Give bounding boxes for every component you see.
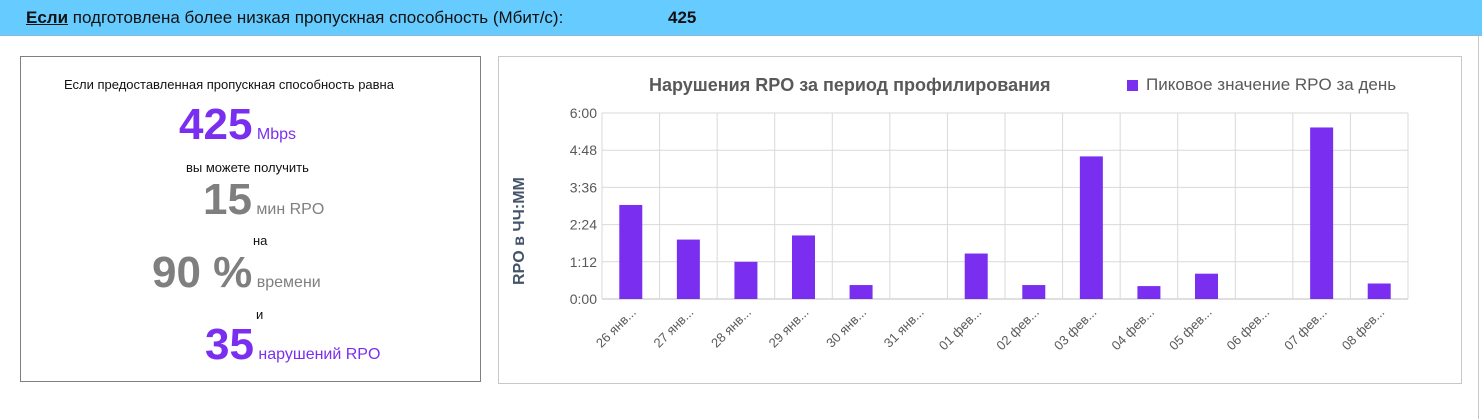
x-tick-label: 03 фев... [1051,305,1100,354]
bandwidth-unit: Mbps [256,126,296,143]
x-tick-label: 05 фев... [1166,305,1215,354]
bar [964,253,988,299]
y-tick-label: 1:12 [570,254,597,270]
y-tick-label: 3:36 [570,179,597,195]
bar [1022,285,1046,299]
sheet-edge-divider [1478,36,1479,419]
x-tick-label: 08 фев... [1339,305,1388,354]
bar [619,204,643,299]
x-tick-label: 27 янв... [650,305,696,351]
bar [676,239,700,299]
bandwidth-prompt-text: подготовлена более низкая пропускная спо… [68,8,564,27]
x-tick-label: 02 фев... [993,305,1042,354]
summary-line-2: вы можете получить [186,160,309,175]
violations-display: 35 нарушений RPO [205,323,380,367]
x-tick-label: 26 янв... [593,305,639,351]
bar [1367,283,1391,299]
legend-swatch [1127,79,1138,91]
y-tick-label: 0:00 [570,291,597,307]
x-tick-label: 31 янв... [881,305,927,351]
legend-label: Пиковое значение RPO за день [1146,75,1397,94]
rpo-violations-chart: Нарушения RPO за период профилирования П… [498,56,1462,384]
chart-legend: Пиковое значение RPO за день [1127,75,1396,95]
bar [1079,156,1103,299]
bar [1137,286,1161,299]
x-tick-label: 30 янв... [823,305,869,351]
chart-title: Нарушения RPO за период профилирования [649,75,1051,95]
violations-unit: нарушений RPO [258,346,381,363]
y-tick-label: 6:00 [570,105,597,121]
y-tick-label: 4:48 [570,142,597,158]
x-tick-label: 06 фев... [1224,305,1273,354]
bar [792,235,815,299]
rpo-value: 15 [203,175,252,224]
top-banner: Если подготовлена более низкая пропускна… [0,0,1482,36]
bandwidth-input-value[interactable]: 425 [668,8,697,27]
summary-line-4: и [256,307,264,322]
percent-value: 90 % [152,248,253,297]
summary-line-3: на [253,233,268,248]
x-tick-label: 07 фев... [1281,305,1330,354]
bar [1195,273,1218,299]
x-tick-label: 01 фев... [936,305,985,354]
bandwidth-prompt: Если подготовлена более низкая пропускна… [26,8,563,28]
rpo-summary-panel: Если предоставленная пропускная способно… [20,56,481,382]
x-tick-label: 04 фев... [1108,305,1157,354]
violations-value: 35 [205,320,254,369]
chart-plot-area: 0:00 1:12 2:24 3:36 4:48 6:00 26 янв... 27 янв.… [570,105,1409,354]
percent-unit: времени [256,274,321,291]
bandwidth-prompt-lead: Если [26,8,69,27]
bar [1310,127,1334,299]
bar [849,285,873,299]
x-tick-label: 28 янв... [708,305,754,351]
x-tick-label: 29 янв... [766,305,812,351]
bandwidth-display: 425 Mbps [179,103,296,147]
rpo-unit: мин RPO [256,201,325,218]
bar [734,261,758,299]
rpo-display: 15 мин RPO [203,178,324,222]
percent-display: 90 % времени [152,251,321,295]
y-tick-label: 2:24 [570,217,597,233]
summary-line-1: Если предоставленная пропускная способно… [64,77,394,92]
bandwidth-value: 425 [179,100,253,149]
